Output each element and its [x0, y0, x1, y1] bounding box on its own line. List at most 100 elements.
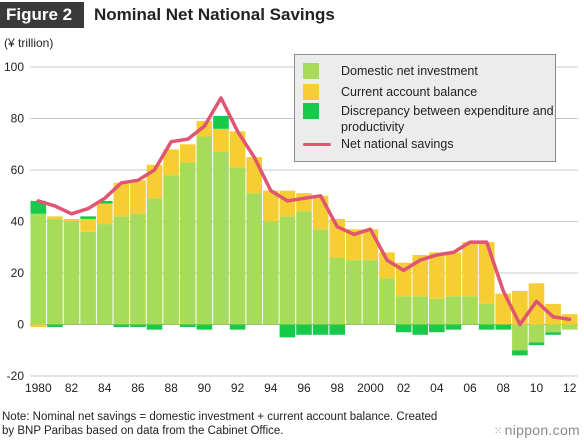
bar-current-account: [462, 242, 478, 297]
bar-current-account: [47, 216, 63, 219]
bar-current-account: [246, 157, 262, 194]
bar-domestic-investment: [30, 213, 47, 325]
bar-current-account: [30, 324, 47, 328]
y-tick-label: 20: [11, 266, 25, 280]
bar-discrepancy: [296, 324, 312, 335]
x-tick-label: 98: [331, 381, 345, 395]
legend-line-swatch: [303, 143, 331, 146]
bar-current-account: [429, 252, 445, 299]
line-net-national-savings: [36, 96, 572, 327]
y-tick-label: 100: [4, 60, 24, 74]
x-tick-label: 88: [164, 381, 178, 395]
x-tick-label: 12: [563, 381, 577, 395]
bar-discrepancy: [512, 350, 528, 356]
bar-domestic-investment: [478, 303, 495, 325]
x-tick-label: 1980: [25, 381, 52, 395]
bar-discrepancy: [130, 324, 146, 328]
bar-domestic-investment: [246, 193, 262, 325]
bar-current-account: [395, 262, 412, 297]
bar-current-account: [196, 121, 213, 137]
bar-discrepancy: [279, 324, 296, 338]
bar-domestic-investment: [545, 324, 561, 333]
bar-discrepancy: [30, 200, 47, 214]
bar-domestic-investment: [229, 167, 246, 325]
bar-current-account: [312, 195, 329, 230]
bar-current-account: [478, 242, 495, 304]
legend-label: Net national savings: [341, 137, 454, 151]
bar-discrepancy: [429, 324, 445, 333]
x-tick-label: 02: [397, 381, 411, 395]
bar-discrepancy: [445, 324, 462, 330]
x-tick-label: 10: [530, 381, 544, 395]
bar-domestic-investment: [80, 231, 96, 325]
x-tick-label: 84: [98, 381, 112, 395]
legend-label: Discrepancy between expenditure and prod…: [341, 104, 554, 134]
bar-current-account: [80, 218, 96, 232]
bar-domestic-investment: [346, 260, 362, 325]
y-tick-label: 0: [17, 318, 24, 332]
bar-discrepancy: [412, 324, 429, 335]
chart-note: Note: Nominal net savings = domestic inv…: [2, 411, 438, 437]
bar-discrepancy: [312, 324, 329, 335]
bar-domestic-investment: [262, 221, 279, 325]
y-tick-label: 80: [11, 112, 25, 126]
bar-current-account: [445, 252, 462, 297]
legend-color-swatch: [303, 63, 319, 79]
x-tick-label: 94: [264, 381, 278, 395]
bar-discrepancy: [196, 324, 213, 330]
bar-current-account: [545, 303, 561, 325]
legend-color-swatch: [303, 103, 319, 119]
bar-domestic-investment: [528, 324, 545, 343]
legend-color-swatch: [303, 84, 319, 100]
y-tick-label: 40: [11, 215, 25, 229]
x-tick-label: 82: [65, 381, 79, 395]
bar-discrepancy: [495, 324, 512, 330]
brand-dots-icon: ⁙: [493, 426, 503, 437]
chart-legend: Domestic net investment Current account b…: [294, 54, 556, 162]
bar-domestic-investment: [379, 278, 395, 325]
bar-discrepancy: [47, 324, 63, 328]
bar-current-account: [346, 229, 362, 261]
x-tick-label: 04: [430, 381, 444, 395]
bar-domestic-investment: [47, 218, 63, 325]
bar-domestic-investment: [362, 260, 379, 325]
bar-domestic-investment: [196, 136, 213, 325]
x-tick-label: 96: [297, 381, 311, 395]
bar-domestic-investment: [445, 296, 462, 325]
bar-domestic-investment: [395, 296, 412, 325]
bar-domestic-investment: [130, 213, 146, 325]
x-tick-label: 92: [231, 381, 245, 395]
bar-current-account: [379, 252, 395, 279]
bar-discrepancy: [395, 324, 412, 333]
bar-domestic-investment: [412, 296, 429, 325]
x-tick-label: 08: [497, 381, 511, 395]
bar-domestic-investment: [296, 211, 312, 325]
bar-current-account: [130, 180, 146, 214]
bar-domestic-investment: [96, 224, 113, 325]
bar-current-account: [163, 149, 179, 176]
bar-domestic-investment: [146, 198, 163, 325]
bar-discrepancy: [96, 200, 113, 204]
bar-domestic-investment: [163, 175, 179, 325]
x-tick-label: 06: [463, 381, 477, 395]
x-tick-label: 90: [198, 381, 212, 395]
x-tick-label: 2000: [357, 381, 384, 395]
bar-discrepancy: [545, 332, 561, 335]
bar-domestic-investment: [113, 216, 130, 325]
y-axis-unit-label: (¥ trillion): [4, 36, 54, 50]
bar-current-account: [213, 128, 229, 152]
chart-title: Nominal Net National Savings: [94, 5, 335, 24]
bar-discrepancy: [113, 324, 130, 328]
bar-current-account: [279, 190, 296, 217]
x-tick-label: 86: [131, 381, 145, 395]
bar-discrepancy: [229, 324, 246, 330]
bar-domestic-investment: [179, 162, 196, 325]
y-tick-label: -20: [7, 369, 25, 383]
bar-current-account: [179, 144, 196, 163]
bar-domestic-investment: [462, 296, 478, 325]
bar-domestic-investment: [213, 151, 229, 325]
bar-discrepancy: [179, 324, 196, 328]
legend-label: Current account balance: [341, 85, 478, 99]
bar-discrepancy: [528, 342, 545, 346]
